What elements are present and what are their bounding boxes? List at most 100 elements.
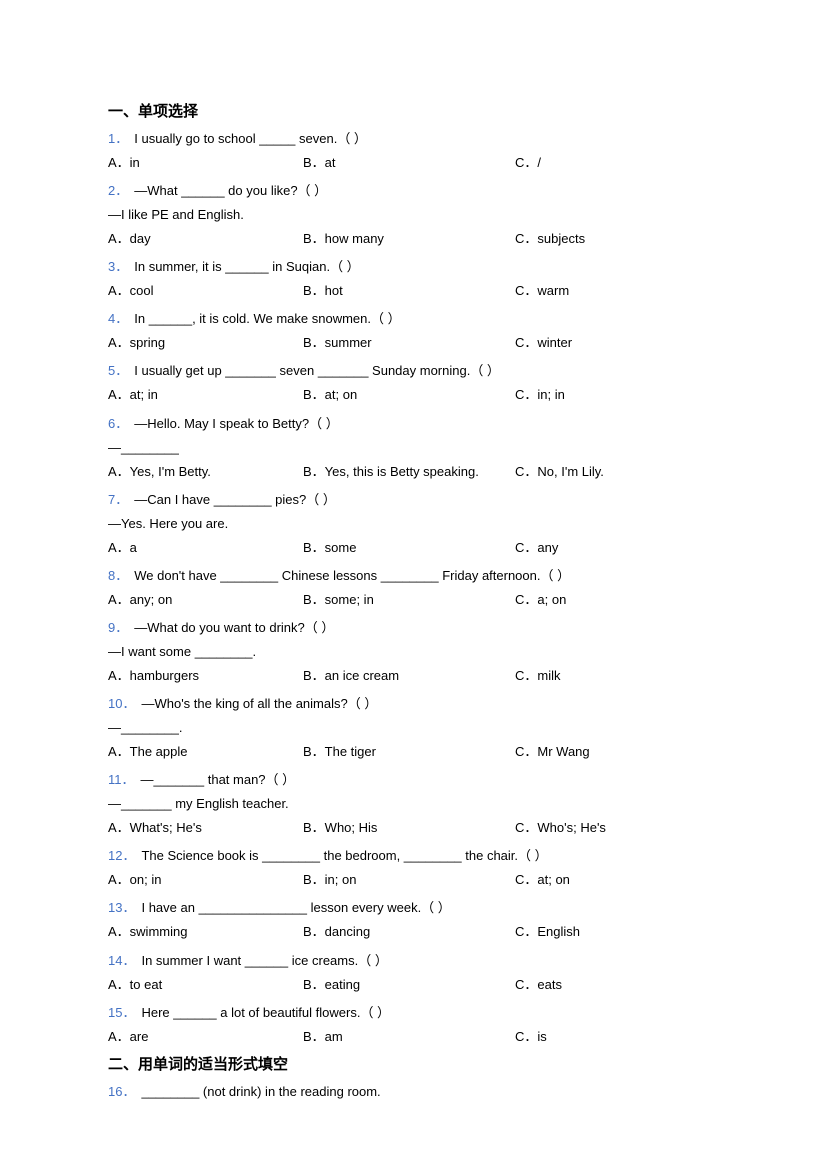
option-c: C．Who's; He's: [515, 816, 718, 840]
option-a: A．in: [108, 151, 303, 175]
option-a: A．Yes, I'm Betty.: [108, 460, 303, 484]
option-text: B．an ice cream: [303, 664, 399, 688]
option-b: B．am: [303, 1025, 515, 1049]
options-row: A．hamburgers B．an ice cream C．milk: [108, 664, 718, 688]
option-c: C．English: [515, 920, 718, 944]
option-a: A．at; in: [108, 383, 303, 407]
options-row: A．What's; He'sB．Who; His C．Who's; He's: [108, 816, 718, 840]
option-text: B．dancing: [303, 920, 370, 944]
option-c: C．at; on: [515, 868, 718, 892]
question-text: We don't have ________ Chinese lessons _…: [134, 564, 570, 588]
options-row: A．spring B．summerC．winter: [108, 331, 718, 355]
option-text: C．Who's; He's: [515, 816, 606, 840]
option-a: A．swimming: [108, 920, 303, 944]
options-row: A．The apple B．The tigerC．Mr Wang: [108, 740, 718, 764]
question-11: 11．—_______ that man?（ ）—_______ my Engl…: [108, 768, 718, 840]
option-b: B．how many: [303, 227, 515, 251]
question-14: 14．In summer I want ______ ice creams.（ …: [108, 949, 718, 997]
question-number: 8．: [108, 564, 128, 588]
question-number: 12．: [108, 844, 135, 868]
option-text: C．warm: [515, 279, 569, 303]
option-a: A．hamburgers: [108, 664, 303, 688]
question-number: 7．: [108, 488, 128, 512]
option-b: B．an ice cream: [303, 664, 515, 688]
option-a: A．any; on: [108, 588, 303, 612]
option-c: C．eats: [515, 973, 718, 997]
option-text: B．am: [303, 1025, 343, 1049]
question-8: 8．We don't have ________ Chinese lessons…: [108, 564, 718, 612]
question-12: 12．The Science book is ________ the bedr…: [108, 844, 718, 892]
option-a: A．cool: [108, 279, 303, 303]
question-text: —Hello. May I speak to Betty?（ ）: [134, 412, 338, 436]
option-text: C．milk: [515, 664, 561, 688]
option-c: C．winter: [515, 331, 718, 355]
question-7: 7．—Can I have ________ pies?（ ）—Yes. Her…: [108, 488, 718, 560]
question-number: 6．: [108, 412, 128, 436]
option-b: B．summer: [303, 331, 515, 355]
options-row: A．swimming B．dancing C．English: [108, 920, 718, 944]
option-a: A．What's; He's: [108, 816, 303, 840]
option-text: A．spring: [108, 331, 165, 355]
options-row: A．areB．amC．is: [108, 1025, 718, 1049]
option-text: A．to eat: [108, 973, 162, 997]
question-number: 11．: [108, 768, 135, 792]
option-text: C．eats: [515, 973, 562, 997]
option-c: C．/: [515, 151, 718, 175]
question-number: 9．: [108, 616, 128, 640]
option-c: C．a; on: [515, 588, 718, 612]
question-text: In summer, it is ______ in Suqian.（ ）: [134, 255, 359, 279]
question-text: In summer I want ______ ice creams.（ ）: [141, 949, 387, 973]
option-b: B．some: [303, 536, 515, 560]
option-b: B．in; on: [303, 868, 515, 892]
option-text: A．on; in: [108, 868, 161, 892]
option-text: C．subjects: [515, 227, 585, 251]
option-text: C．/: [515, 151, 541, 175]
options-row: A．Yes, I'm Betty.B．Yes, this is Betty sp…: [108, 460, 718, 484]
question-text: In ______, it is cold. We make snowmen.（…: [134, 307, 400, 331]
question-15: 15．Here ______ a lot of beautiful flower…: [108, 1001, 718, 1049]
options-row: A．inB．atC．/: [108, 151, 718, 175]
option-text: A．Yes, I'm Betty.: [108, 460, 211, 484]
option-text: B．Who; His: [303, 816, 377, 840]
question-9: 9．—What do you want to drink?（ ）—I want …: [108, 616, 718, 688]
question-text: Here ______ a lot of beautiful flowers.（…: [141, 1001, 390, 1025]
question-16: 16． ________ (not drink) in the reading …: [108, 1080, 718, 1104]
option-b: B．Who; His: [303, 816, 515, 840]
question-number: 14．: [108, 949, 135, 973]
question-followup: —I want some ________.: [108, 640, 718, 664]
option-b: B．at: [303, 151, 515, 175]
option-c: C．in; in: [515, 383, 718, 407]
question-text: I usually go to school _____ seven.（ ）: [134, 127, 367, 151]
option-text: C．is: [515, 1025, 547, 1049]
option-text: C．No, I'm Lily.: [515, 460, 604, 484]
option-c: C．Mr Wang: [515, 740, 718, 764]
option-text: B．at; on: [303, 383, 357, 407]
option-b: B．dancing: [303, 920, 515, 944]
question-text: The Science book is ________ the bedroom…: [141, 844, 547, 868]
option-text: C．Mr Wang: [515, 740, 590, 764]
question-text: ________ (not drink) in the reading room…: [141, 1080, 380, 1104]
question-number: 16．: [108, 1080, 135, 1104]
question-number: 3．: [108, 255, 128, 279]
option-text: A．cool: [108, 279, 154, 303]
option-text: B．how many: [303, 227, 384, 251]
options-row: A．aB．someC．any: [108, 536, 718, 560]
question-text: —What do you want to drink?（ ）: [134, 616, 334, 640]
option-text: A．The apple: [108, 740, 188, 764]
question-4: 4．In ______, it is cold. We make snowmen…: [108, 307, 718, 355]
option-c: C．No, I'm Lily.: [515, 460, 718, 484]
question-number: 10．: [108, 692, 135, 716]
option-c: C．is: [515, 1025, 718, 1049]
option-text: A．swimming: [108, 920, 187, 944]
option-text: B．some; in: [303, 588, 374, 612]
option-text: B．hot: [303, 279, 343, 303]
option-b: B．The tiger: [303, 740, 515, 764]
questions-container: 1．I usually go to school _____ seven.（ ）…: [108, 127, 718, 1049]
question-text: I usually get up _______ seven _______ S…: [134, 359, 500, 383]
option-a: A．The apple: [108, 740, 303, 764]
option-a: A．to eat: [108, 973, 303, 997]
option-c: C．milk: [515, 664, 718, 688]
option-text: A．hamburgers: [108, 664, 199, 688]
option-text: C．winter: [515, 331, 572, 355]
option-text: C．in; in: [515, 383, 565, 407]
